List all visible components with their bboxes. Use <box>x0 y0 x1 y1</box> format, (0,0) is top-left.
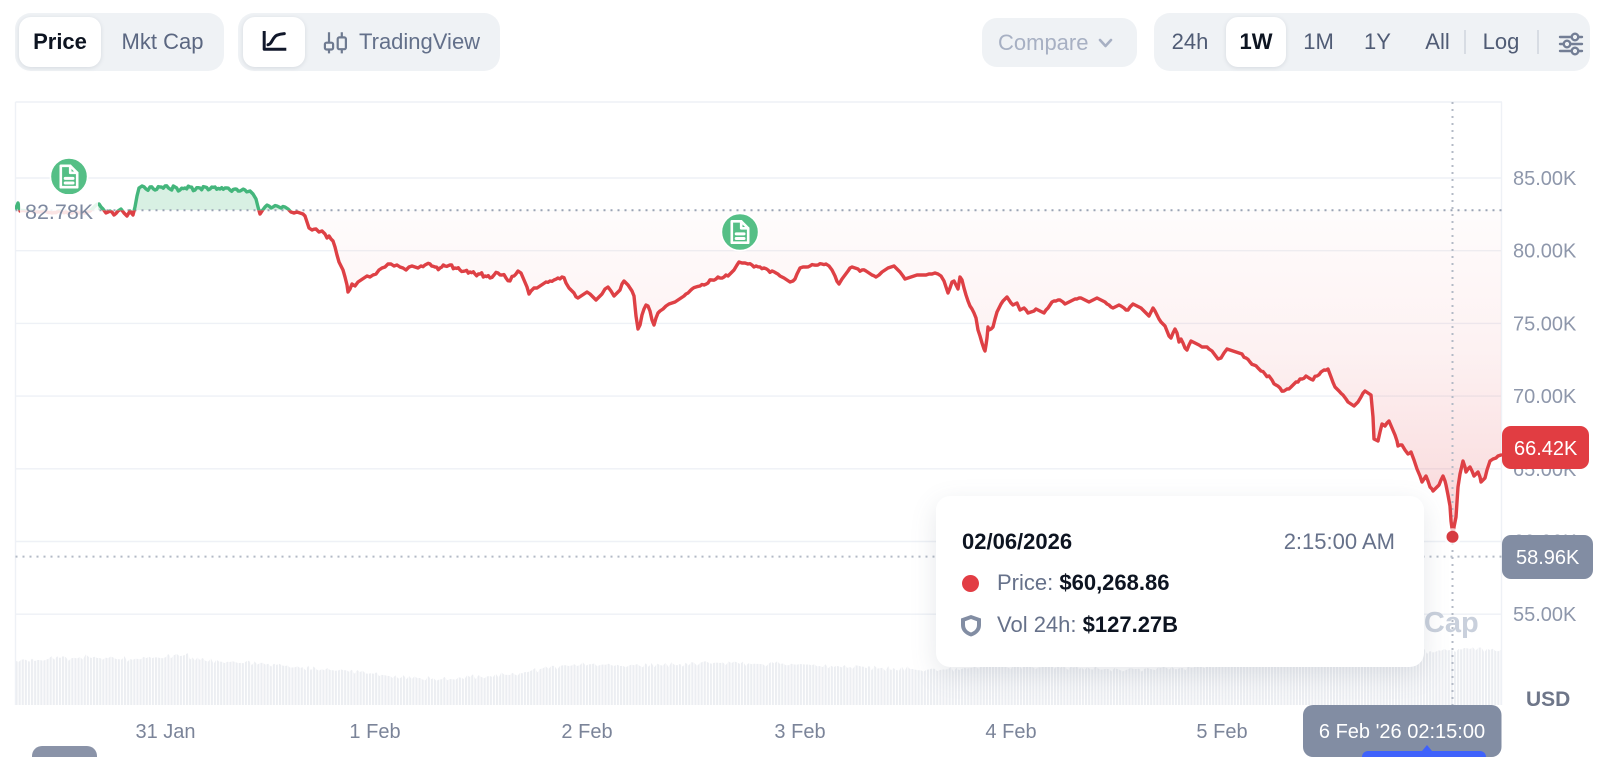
svg-text:3 Feb: 3 Feb <box>774 721 825 743</box>
svg-text:5 Feb: 5 Feb <box>1196 721 1247 743</box>
svg-text:4 Feb: 4 Feb <box>985 721 1036 743</box>
svg-text:31 Jan: 31 Jan <box>135 721 195 743</box>
svg-text:1 Feb: 1 Feb <box>349 721 400 743</box>
svg-text:66.42K: 66.42K <box>1514 438 1578 460</box>
svg-text:85.00K: 85.00K <box>1513 168 1577 190</box>
svg-text:75.00K: 75.00K <box>1513 313 1577 335</box>
svg-text:USD: USD <box>1526 688 1570 711</box>
svg-text:58.96K: 58.96K <box>1516 547 1580 569</box>
svg-text:6 Feb '26 02:15:00: 6 Feb '26 02:15:00 <box>1319 721 1485 743</box>
svg-text:80.00K: 80.00K <box>1513 241 1577 263</box>
svg-text:82.78K: 82.78K <box>25 200 94 224</box>
svg-text:70.00K: 70.00K <box>1513 386 1577 408</box>
svg-text:2 Feb: 2 Feb <box>561 721 612 743</box>
svg-text:55.00K: 55.00K <box>1513 604 1577 626</box>
